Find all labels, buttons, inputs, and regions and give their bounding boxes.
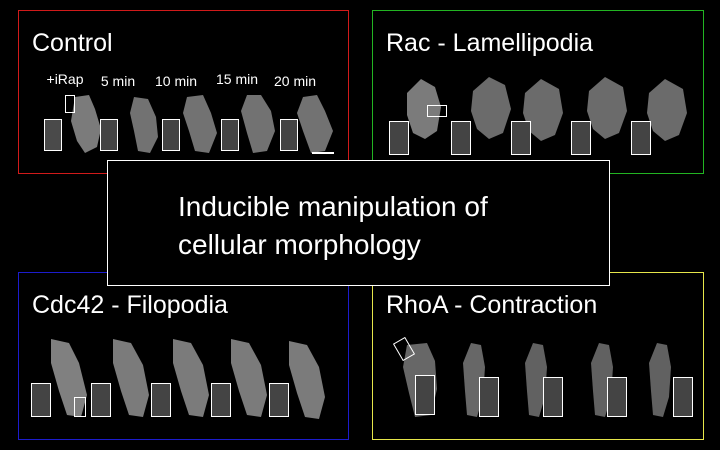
timepoint-label: 15 min [215,71,259,87]
timepoint-label: 20 min [273,73,317,89]
inset-image [607,377,627,417]
inset-image [451,121,471,155]
inset-image [211,383,231,417]
center-title-box: Inducible manipulation of cellular morph… [107,160,610,286]
timepoint-label: 10 min [154,73,198,89]
cell-image [289,341,325,419]
inset-image [100,119,118,151]
inset-image [280,119,298,151]
inset-image [673,377,693,417]
inset-image [91,383,111,417]
panel-rhoa: RhoA - Contraction [372,272,704,440]
timepoint-label: +iRap [46,71,84,87]
inset-image [479,377,499,417]
inset-image [631,121,651,155]
inset-image [571,121,591,155]
cell-image [587,77,627,139]
panel-control: Control +iRap 5 min 10 min 15 min 20 min [18,10,349,174]
panel-title-rac: Rac - Lamellipodia [386,29,594,57]
cell-image [241,95,275,153]
selection-box [65,95,75,113]
panel-title-rhoa: RhoA - Contraction [386,291,598,319]
cell-image [183,95,217,153]
cell-image [471,77,511,139]
center-title-line-2: cellular morphology [178,229,421,260]
panel-title-cdc42: Cdc42 - Filopodia [32,291,228,319]
cell-image [113,339,149,417]
inset-image [415,375,435,415]
selection-box [427,105,447,117]
panel-cdc42: Cdc42 - Filopodia [18,272,349,440]
inset-image [44,119,62,151]
inset-image [31,383,51,417]
panel-title-control: Control [32,29,113,57]
cell-image [407,79,441,139]
inset-image [389,121,409,155]
inset-image [543,377,563,417]
selection-box [74,397,86,417]
inset-image [269,383,289,417]
cell-image [130,97,158,153]
scale-bar [312,152,334,154]
cell-image [297,95,333,153]
cell-image [647,79,687,141]
cell-image [71,95,101,153]
center-title-line-1: Inducible manipulation of [178,191,488,222]
cell-image [231,339,267,417]
inset-image [151,383,171,417]
cell-image [525,343,547,417]
timepoint-label: 5 min [100,73,136,89]
inset-image [221,119,239,151]
cell-image [173,339,209,417]
cell-image [523,79,563,141]
inset-image [162,119,180,151]
panel-rac: Rac - Lamellipodia [372,10,704,174]
cell-image [649,343,671,417]
inset-image [511,121,531,155]
